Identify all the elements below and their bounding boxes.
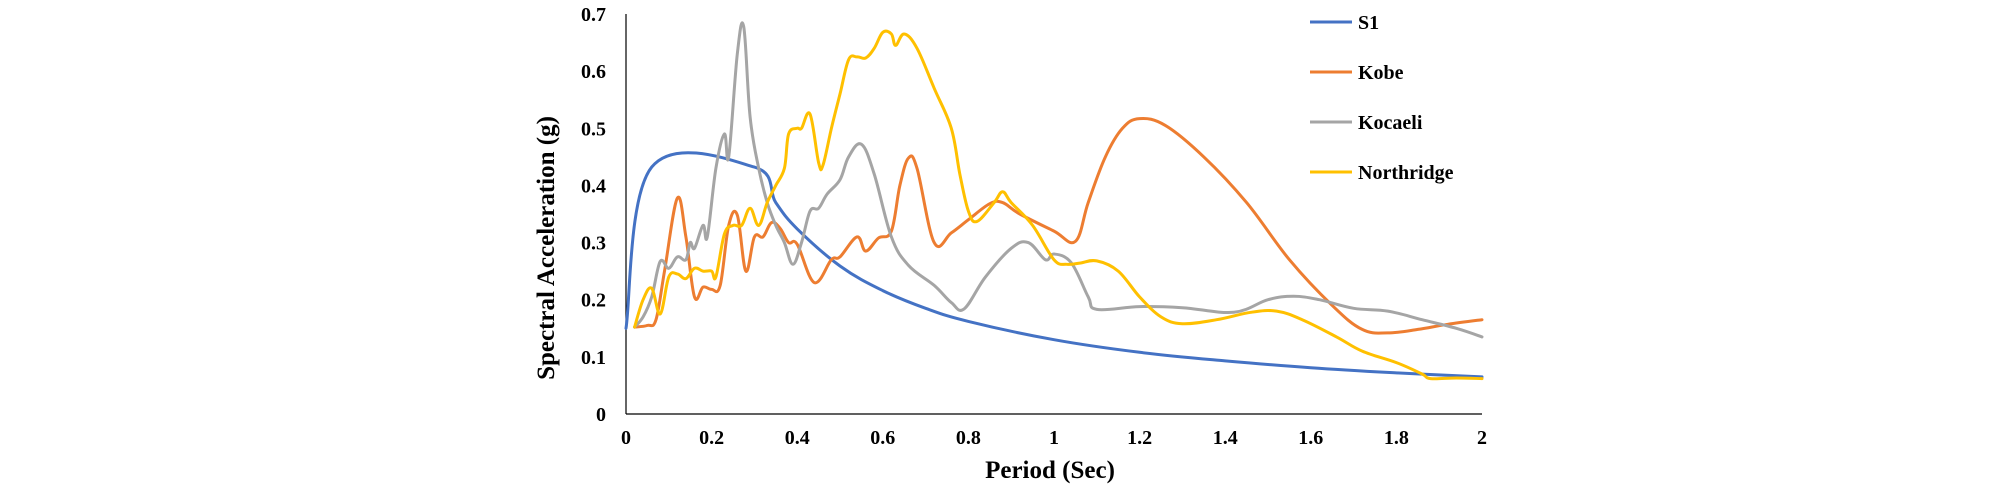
y-tick-label: 0: [596, 404, 606, 426]
legend-label-kocaeli: Kocaeli: [1358, 112, 1423, 134]
y-tick-label: 0.2: [581, 290, 606, 312]
x-tick-label: 0.2: [699, 427, 724, 449]
y-tick-label: 0.1: [581, 347, 606, 369]
x-tick-labels: 0 0.2 0.4 0.6 0.8 1 1.2 1.4 1.6 1.8 2: [621, 427, 1487, 449]
legend: S1 Kobe Kocaeli Northridge: [1310, 12, 1454, 184]
y-tick-label: 0.5: [581, 118, 606, 140]
y-tick-labels: 0 0.1 0.2 0.3 0.4 0.5 0.6 0.7: [581, 4, 606, 426]
x-tick-label: 0.6: [870, 427, 895, 449]
y-tick-label: 0.7: [581, 4, 606, 26]
legend-label-northridge: Northridge: [1358, 162, 1454, 184]
axes: [625, 14, 1482, 415]
legend-label-kobe: Kobe: [1358, 62, 1404, 84]
y-tick-label: 0.6: [581, 61, 606, 83]
x-tick-label: 1.6: [1298, 427, 1323, 449]
series-line-kocaeli: [633, 21, 1484, 339]
x-tick-label: 1.2: [1127, 427, 1152, 449]
x-tick-label: 0.4: [785, 427, 810, 449]
series-line-kobe: [633, 116, 1484, 335]
x-axis-title: Period (Sec): [985, 457, 1115, 484]
series-line-northridge: [633, 29, 1484, 381]
x-tick-label: 1.8: [1384, 427, 1409, 449]
x-tick-label: 2: [1477, 427, 1487, 449]
series-lines: [624, 21, 1484, 381]
x-tick-label: 0: [621, 427, 631, 449]
y-axis-title: Spectral Acceleration (g): [533, 116, 560, 380]
x-tick-label: 0.8: [956, 427, 981, 449]
series-line-s1: [624, 151, 1484, 379]
y-tick-label: 0.4: [581, 175, 606, 197]
x-tick-label: 1: [1049, 427, 1059, 449]
legend-label-s1: S1: [1358, 12, 1379, 34]
x-tick-label: 1.4: [1213, 427, 1238, 449]
y-tick-label: 0.3: [581, 233, 606, 255]
